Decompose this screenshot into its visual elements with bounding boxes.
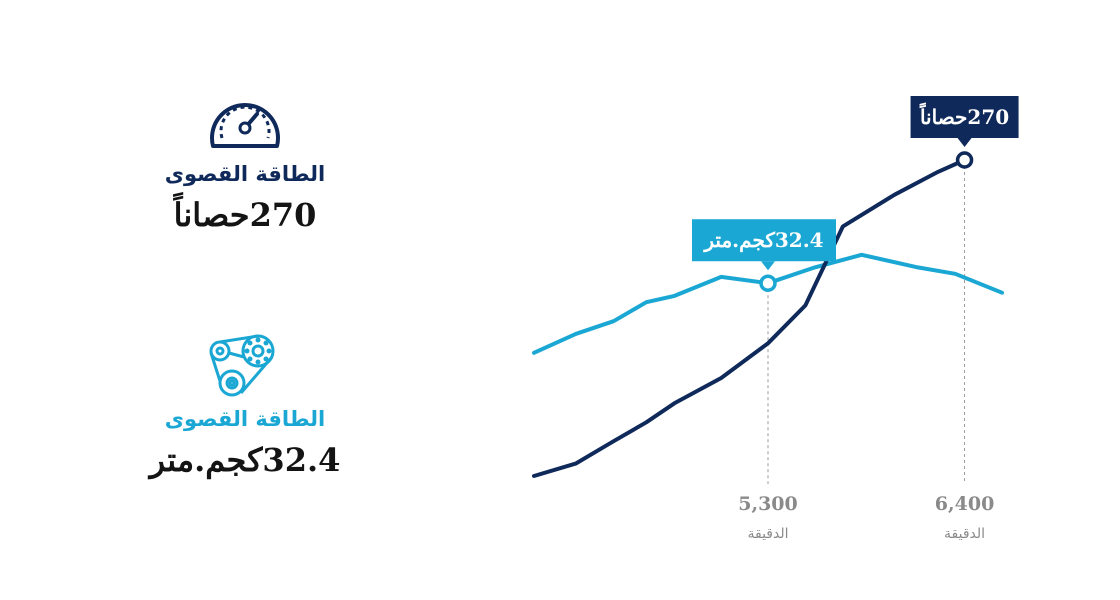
speedometer-icon xyxy=(210,102,280,148)
torque-peak-marker xyxy=(759,274,777,292)
power-series-line xyxy=(532,158,967,478)
torque-series-line xyxy=(532,252,1004,355)
torque-callout-box xyxy=(692,219,836,262)
torque-spec: الطاقة القصوى 32.4كجم.متر xyxy=(120,333,370,479)
torque-value: 32.4كجم.متر xyxy=(149,441,341,479)
x-tick-unit: الدقيقة xyxy=(747,526,788,542)
horsepower-label: الطاقة القصوى xyxy=(164,162,326,186)
horsepower-spec: الطاقة القصوى 270حصاناً xyxy=(120,88,370,234)
power-callout-label: 270حصاناً xyxy=(919,103,1009,129)
power-peak-marker xyxy=(955,151,974,169)
torque-callout-label: 32.4كجم.متر xyxy=(702,228,823,253)
torque-label: الطاقة القصوى xyxy=(164,407,326,431)
x-tick-unit: الدقيقة xyxy=(944,526,985,542)
horsepower-value: 270حصاناً xyxy=(173,196,317,234)
torque-callout-pointer xyxy=(761,261,775,271)
belt-pulley-icon xyxy=(209,334,275,397)
power-callout-box xyxy=(910,96,1019,138)
x-tick-label: 5,300 xyxy=(738,493,798,515)
x-tick-label: 6,400 xyxy=(935,493,995,515)
power-callout-pointer xyxy=(957,138,972,147)
